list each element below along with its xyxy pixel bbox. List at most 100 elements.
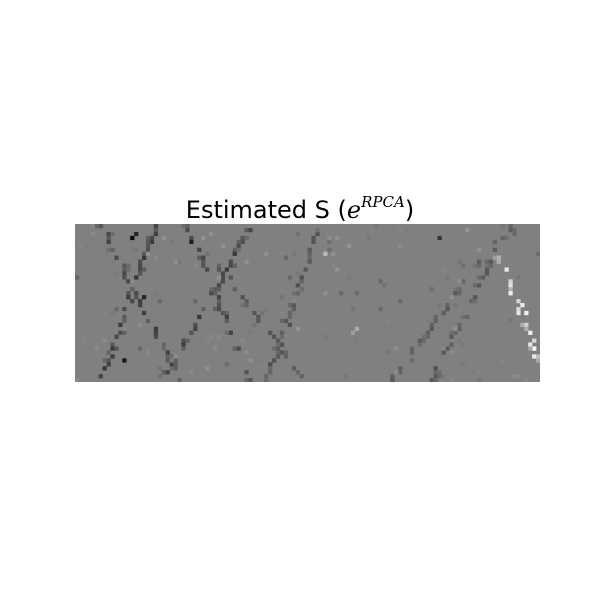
heatmap-cell [122,271,127,276]
heatmap-cell [122,306,127,312]
heatmap-cell [75,378,80,382]
heatmap-cell [145,318,151,324]
heatmap-cell [409,350,415,355]
heatmap-cell [354,338,360,343]
heatmap-cell [268,370,273,375]
heatmap-cell [177,378,182,382]
heatmap-cell [279,295,285,300]
heatmap-cell [145,235,151,241]
heatmap-cell [256,318,261,324]
heatmap-cell [504,342,509,347]
heatmap-cell [295,231,300,237]
heatmap-cell [492,239,497,245]
heatmap-cell [149,235,155,241]
heatmap-cell [449,342,454,347]
heatmap-cell [141,251,147,256]
heatmap-cell [193,322,198,327]
heatmap-cell [508,279,513,284]
heatmap-cell [287,314,293,320]
heatmap-cell [138,263,143,268]
heatmap-cell [354,326,360,331]
heatmap-cell [153,326,159,331]
heatmap-cell [201,263,206,268]
heatmap-cell [153,334,159,339]
heatmap-cell [279,342,285,347]
heatmap-cell [457,322,462,327]
heatmap-cell [252,322,257,327]
heatmap-cell [279,251,285,256]
heatmap-cell [106,362,111,367]
heatmap-cell [106,350,111,355]
heatmap-cell [240,303,245,308]
heatmap-cell [331,251,336,256]
heatmap-cell [244,299,249,304]
heatmap-cell [409,358,415,363]
heatmap-cell [500,224,505,229]
heatmap-cell [189,370,194,375]
heatmap-cell [516,299,521,304]
heatmap-cell [307,259,312,264]
heatmap-cell [291,366,296,371]
heatmap-cell [141,255,147,260]
heatmap-cell [98,224,103,229]
heatmap-cell [291,299,296,304]
heatmap-cell [327,235,332,241]
heatmap-cell [153,227,159,233]
heatmap-cell [236,346,241,351]
title-suffix: ) [404,196,415,224]
heatmap-cell [398,366,403,371]
heatmap-cell [126,279,131,284]
heatmap-cell [82,326,88,331]
heatmap-cell [287,310,293,316]
heatmap-cell [445,366,450,371]
heatmap-cell [232,263,237,268]
heatmap-cell [201,306,206,312]
heatmap-cell [126,291,131,296]
heatmap-cell [106,358,111,363]
heatmap-cell [138,322,143,327]
heatmap-cell [283,350,289,355]
heatmap-cell [275,342,281,347]
heatmap-cell [291,303,296,308]
heatmap-cell [299,275,304,280]
heatmap-cell [473,263,478,268]
heatmap-cell [449,378,454,382]
heatmap-cell [398,227,403,233]
heatmap-cell [244,350,249,355]
heatmap-cell [240,235,245,241]
heatmap-cell [476,259,482,264]
heatmap-cell [110,259,115,264]
heatmap-cell [236,247,241,252]
heatmap-cell [433,374,438,379]
heatmap-cell [102,338,107,343]
heatmap-cell [449,295,454,300]
heatmap-cell [173,354,178,359]
heatmap-cell [122,275,127,280]
heatmap-cell [484,263,490,268]
heatmap-cell [260,310,265,316]
heatmap-cell [295,370,300,375]
heatmap-cell [75,275,80,280]
heatmap-cell [122,358,127,363]
heatmap-cell [307,255,312,260]
heatmap-cell [323,334,328,339]
heatmap-cell [169,362,174,367]
heatmap-cell [240,295,245,300]
heatmap-cell [82,338,88,343]
heatmap-cell [169,366,174,371]
heatmap-cell [252,310,257,316]
heatmap-cell [512,374,517,379]
heatmap-cell [429,322,434,327]
heatmap-cell [173,358,178,363]
heatmap-cell [130,287,135,292]
heatmap-cell [228,330,233,335]
heatmap-cell [114,334,119,339]
heatmap-cell [283,354,289,359]
heatmap-cell [161,342,166,347]
heatmap-cell [449,334,454,339]
title-superscript: RPCA [361,193,405,211]
heatmap-cell [457,287,462,292]
heatmap-cell [189,235,194,241]
heatmap-cell [248,330,253,335]
heatmap-cell [512,227,517,233]
